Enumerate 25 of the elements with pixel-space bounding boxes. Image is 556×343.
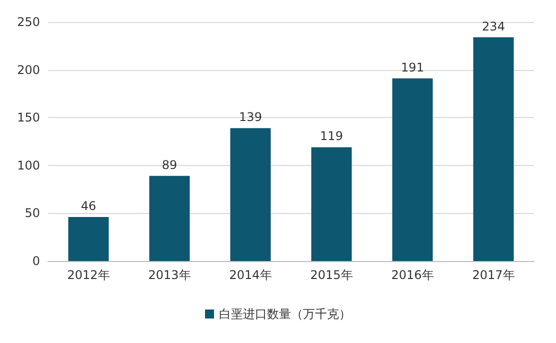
y-tick-label: 100 <box>17 158 40 172</box>
bar <box>68 217 109 261</box>
legend-label: 白垩进口数量（万千克） <box>219 307 351 321</box>
data-label: 119 <box>320 129 343 144</box>
bar <box>311 147 352 261</box>
x-tick-label: 2012年 <box>67 268 110 282</box>
bar <box>473 37 514 261</box>
data-label: 234 <box>482 19 505 34</box>
x-tick-label: 2016年 <box>391 268 434 282</box>
x-tick-label: 2015年 <box>310 268 353 282</box>
bar <box>230 128 271 261</box>
bar <box>149 176 190 261</box>
data-label: 46 <box>80 199 96 214</box>
x-tick-label: 2014年 <box>229 268 272 282</box>
y-tick-label: 150 <box>17 110 40 125</box>
x-tick-label: 2017年 <box>472 268 515 282</box>
bar <box>392 78 433 261</box>
y-tick-label: 0 <box>32 254 40 268</box>
data-label: 191 <box>401 60 424 74</box>
x-tick-label: 2013年 <box>148 268 191 282</box>
data-label: 89 <box>162 158 178 172</box>
y-tick-label: 250 <box>17 15 40 29</box>
y-tick-label: 200 <box>17 62 40 77</box>
y-tick-label: 50 <box>24 206 40 220</box>
data-label: 139 <box>239 110 262 124</box>
